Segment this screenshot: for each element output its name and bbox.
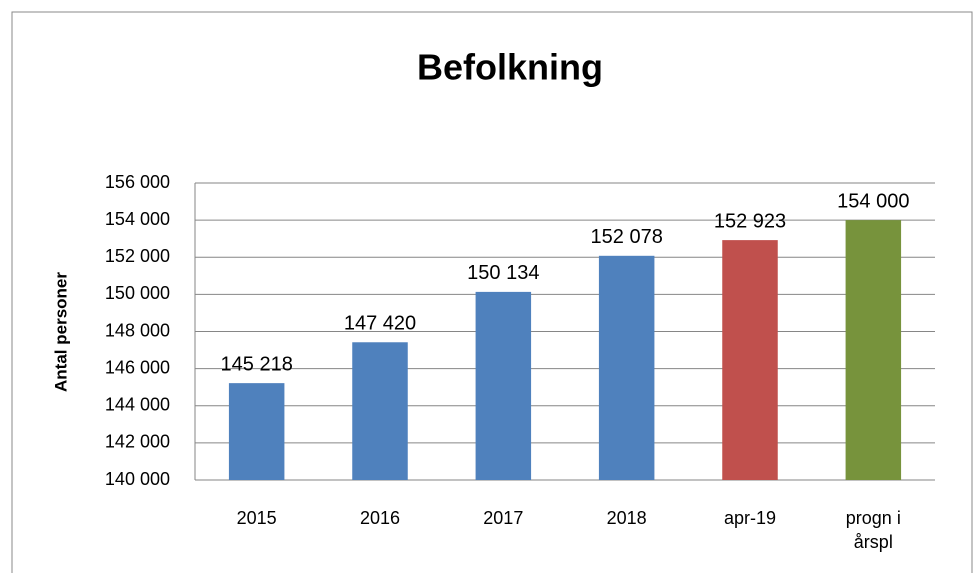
bar: [845, 220, 902, 480]
y-tick-label: 156 000: [105, 172, 170, 192]
y-tick-label: 154 000: [105, 209, 170, 229]
bar: [352, 342, 408, 480]
x-tick-label: 2016: [359, 508, 400, 528]
x-tick-label: progn i årspl: [845, 508, 901, 552]
data-label: 145 218: [221, 353, 293, 375]
y-tick-label: 148 000: [105, 320, 170, 340]
x-tick-label: 2015: [236, 508, 277, 528]
data-label: 154 000: [837, 190, 909, 212]
data-label: 150 134: [467, 262, 539, 284]
x-tick-label-box: 2017: [483, 508, 524, 528]
x-tick-label-box: 2018: [606, 508, 647, 528]
x-tick-label: 2017: [483, 508, 524, 528]
y-axis-label: Antal personer: [51, 272, 70, 392]
bar: [475, 291, 532, 480]
x-tick-label-box: apr-19: [723, 508, 776, 528]
x-tick-label-box: 2016: [359, 508, 400, 528]
data-label: 147 420: [344, 313, 416, 335]
x-tick-label-box: progn i årspl: [845, 508, 901, 552]
bar: [228, 383, 285, 480]
y-tick-label: 152 000: [105, 246, 170, 266]
x-tick-label: apr-19: [723, 508, 776, 528]
y-tick-label: 150 000: [105, 283, 170, 303]
x-tick-label-box: 2015: [236, 508, 277, 528]
y-tick-label: 142 000: [105, 432, 170, 452]
data-label: 152 923: [714, 210, 786, 232]
data-label: 152 078: [591, 226, 663, 248]
bar: [598, 255, 655, 480]
x-tick-label: 2018: [606, 508, 647, 528]
chart-title: Befolkning: [417, 47, 603, 88]
bar: [722, 240, 778, 480]
y-tick-label: 144 000: [105, 395, 170, 415]
y-tick-label: 146 000: [105, 357, 170, 377]
y-tick-label: 140 000: [105, 469, 170, 489]
